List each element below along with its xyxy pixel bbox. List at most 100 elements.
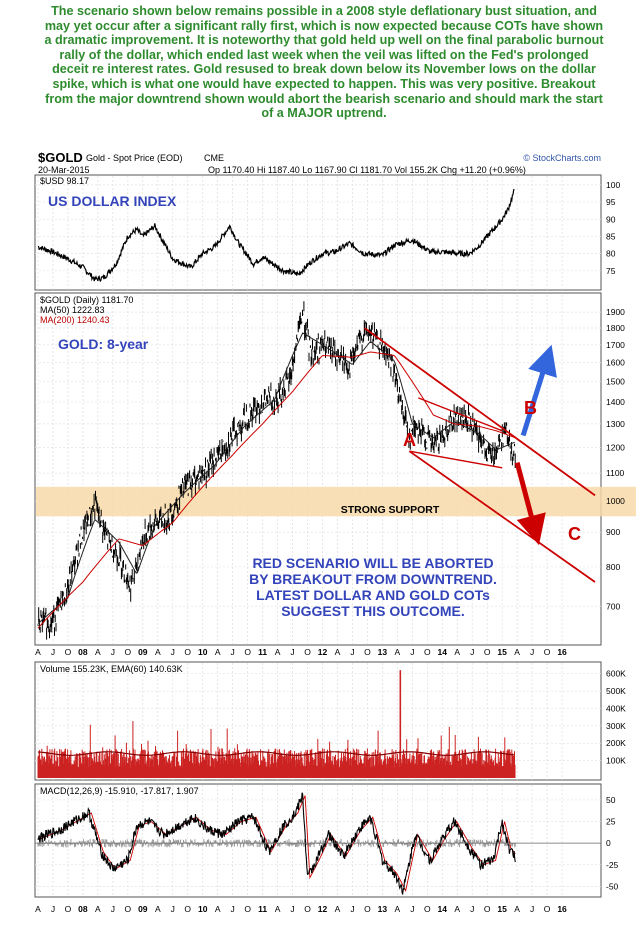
annotation-text: The scenario shown below remains possibl…	[44, 4, 604, 121]
point-label-b: B	[524, 398, 537, 418]
x-tick-label: O	[544, 647, 551, 657]
scenario-note-line-1: RED SCENARIO WILL BE ABORTED	[252, 555, 493, 571]
x-tick-label: O	[125, 647, 132, 657]
x-tick-label: O	[424, 647, 431, 657]
x-tick-label: J	[350, 904, 354, 914]
strong-support-label: STRONG SUPPORT	[341, 504, 440, 516]
y-tick-label: 1600	[606, 358, 625, 368]
x-tick-label: 12	[318, 647, 328, 657]
x-tick-label: J	[231, 904, 235, 914]
x-tick-label: 14	[438, 904, 448, 914]
y-tick-label: -25	[606, 860, 619, 870]
usd-series-line	[37, 188, 515, 283]
y-tick-label: 1000	[606, 496, 625, 506]
x-tick-label: 10	[198, 647, 208, 657]
x-tick-label: J	[410, 904, 414, 914]
x-tick-label: A	[95, 904, 101, 914]
y-tick-label: 85	[606, 231, 616, 241]
x-tick-label: A	[454, 647, 460, 657]
x-tick-label: A	[155, 904, 161, 914]
scenario-note-line-2: BY BREAKOUT FROM DOWNTREND.	[249, 571, 497, 587]
x-tick-label: J	[171, 904, 175, 914]
y-tick-label: 1100	[606, 468, 625, 478]
x-tick-label: 16	[557, 904, 567, 914]
y-tick-label: 1800	[606, 323, 625, 333]
y-tick-label: 25	[606, 817, 616, 827]
y-tick-label: 800	[606, 562, 620, 572]
x-tick-label: O	[184, 904, 191, 914]
x-tick-label: J	[470, 647, 474, 657]
x-tick-label: J	[111, 904, 115, 914]
x-tick-label: A	[95, 647, 101, 657]
macd-line	[37, 792, 516, 896]
gold-legend: $GOLD (Daily) 1181.70	[40, 295, 133, 305]
usd-panel-frame	[34, 174, 602, 291]
x-tick-label: A	[215, 647, 221, 657]
x-tick-label: O	[424, 904, 431, 914]
x-tick-label: J	[470, 904, 474, 914]
ma50-legend: MA(50) 1222.83	[40, 305, 105, 315]
point-label-a: A	[403, 430, 416, 450]
annotation-layer	[363, 327, 596, 583]
downtrend-lower-line	[408, 450, 596, 583]
y-tick-label: -50	[606, 881, 619, 891]
y-tick-label: 50	[606, 795, 616, 805]
wedge-upper-line	[418, 397, 503, 432]
x-tick-label: O	[244, 904, 251, 914]
usd-panel-label: US DOLLAR INDEX	[48, 193, 177, 209]
x-tick-label: 16	[557, 647, 567, 657]
x-tick-label: 15	[497, 904, 507, 914]
x-tick-label: A	[395, 647, 401, 657]
x-tick-label: O	[304, 904, 311, 914]
x-tick-label: O	[304, 647, 311, 657]
y-tick-label: 100K	[606, 756, 626, 766]
x-tick-label: 10	[198, 904, 208, 914]
x-tick-label: J	[350, 647, 354, 657]
x-tick-label: A	[35, 904, 41, 914]
chart-date: 20-Mar-2015	[38, 165, 90, 175]
x-tick-label: A	[275, 647, 281, 657]
x-tick-label: J	[171, 647, 175, 657]
x-tick-label: J	[290, 904, 294, 914]
y-tick-label: 1500	[606, 377, 625, 387]
x-tick-label: J	[51, 647, 55, 657]
x-tick-label: A	[335, 647, 341, 657]
wedge-lower-line	[409, 450, 503, 469]
chart-symbol-name: Gold - Spot Price (EOD)	[86, 153, 183, 163]
x-tick-label: 12	[318, 904, 328, 914]
support-band	[36, 486, 636, 517]
x-tick-label: 14	[438, 647, 448, 657]
x-tick-label: 09	[138, 647, 148, 657]
x-tick-label: A	[35, 647, 41, 657]
x-tick-label: A	[335, 904, 341, 914]
y-tick-label: 600K	[606, 669, 626, 679]
y-tick-label: 1300	[606, 419, 625, 429]
x-tick-label: O	[184, 647, 191, 657]
x-tick-label: A	[454, 904, 460, 914]
x-tick-label: 08	[78, 904, 88, 914]
x-tick-label: A	[395, 904, 401, 914]
gold-price-bars	[37, 301, 516, 640]
x-tick-label: O	[364, 647, 371, 657]
macd-legend: MACD(12,26,9) -15.910, -17.817, 1.907	[40, 786, 199, 796]
scenario-note-line-4: SUGGEST THIS OUTCOME.	[281, 603, 465, 619]
volume-bars	[37, 670, 516, 778]
y-tick-label: 200K	[606, 738, 626, 748]
y-tick-label: 500K	[606, 686, 626, 696]
x-tick-label: A	[215, 904, 221, 914]
support-layer	[36, 486, 636, 517]
y-tick-label: 80	[606, 249, 616, 259]
gold-panel-label: GOLD: 8-year	[58, 336, 149, 352]
x-tick-label: J	[290, 647, 294, 657]
bullish-arrow	[520, 344, 557, 437]
y-tick-label: 700	[606, 601, 620, 611]
x-tick-label: O	[125, 904, 132, 914]
x-tick-label: O	[65, 647, 72, 657]
usd-legend: $USD 98.17	[40, 176, 89, 186]
x-tick-label: 13	[378, 904, 388, 914]
x-tick-label: O	[244, 647, 251, 657]
x-tick-label: J	[410, 647, 414, 657]
ma200-line	[37, 351, 515, 629]
downtrend-upper-line	[363, 327, 596, 497]
